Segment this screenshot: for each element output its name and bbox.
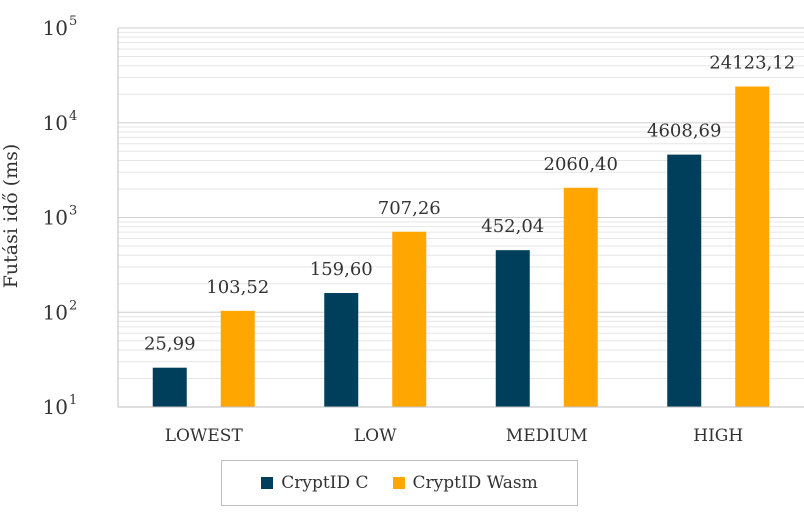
data-label: 707,26 [378, 198, 441, 219]
bar-cryptid-wasm [392, 231, 427, 407]
x-axis: LOWEST LOW MEDIUM HIGH [118, 406, 804, 446]
y-tick-exponent: 2 [69, 298, 77, 313]
y-tick-label: 10 [43, 395, 68, 419]
legend-item-cryptid-wasm: CryptID Wasm [392, 473, 538, 493]
data-label: 24123,12 [709, 53, 795, 74]
bars: 25,99 103,52 159,60 707,26 452,04 2060,40 4608… [144, 53, 795, 407]
bar-cryptid-c [667, 154, 702, 407]
bar-cryptid-c [152, 367, 187, 407]
data-label: 2060,40 [544, 154, 618, 175]
legend: CryptID C CryptID Wasm [221, 460, 578, 506]
y-tick-label: 10 [43, 206, 68, 230]
y-tick-exponent: 4 [69, 109, 77, 124]
data-label: 4608,69 [647, 121, 721, 142]
data-label: 103,52 [206, 277, 269, 298]
x-tick-label: HIGH [693, 426, 743, 446]
y-tick-exponent: 3 [69, 204, 77, 219]
bar-cryptid-c [324, 293, 359, 407]
data-label: 452,04 [481, 216, 544, 237]
data-label: 159,60 [310, 259, 373, 280]
x-tick-label: LOW [354, 426, 397, 446]
y-axis-label: Futási idő (ms) [0, 144, 22, 289]
y-tick-label: 10 [43, 111, 68, 135]
bar-cryptid-c [495, 250, 530, 407]
y-tick-exponent: 5 [69, 14, 77, 29]
bar-cryptid-wasm [563, 187, 598, 407]
legend-swatch-cryptid-wasm [392, 477, 405, 489]
legend-label-cryptid-wasm: CryptID Wasm [412, 473, 538, 493]
x-tick-label: LOWEST [165, 426, 244, 446]
legend-swatch-cryptid-c [261, 477, 274, 489]
y-tick-label: 10 [43, 300, 68, 324]
x-tick-label: MEDIUM [506, 426, 588, 446]
y-tick-label: 10 [43, 16, 68, 40]
bar-cryptid-wasm [220, 310, 255, 407]
legend-item-cryptid-c: CryptID C [261, 473, 369, 493]
y-tick-exponent: 1 [69, 393, 77, 408]
bar-cryptid-wasm [735, 86, 770, 407]
legend-label-cryptid-c: CryptID C [281, 473, 369, 493]
data-label: 25,99 [144, 334, 196, 355]
